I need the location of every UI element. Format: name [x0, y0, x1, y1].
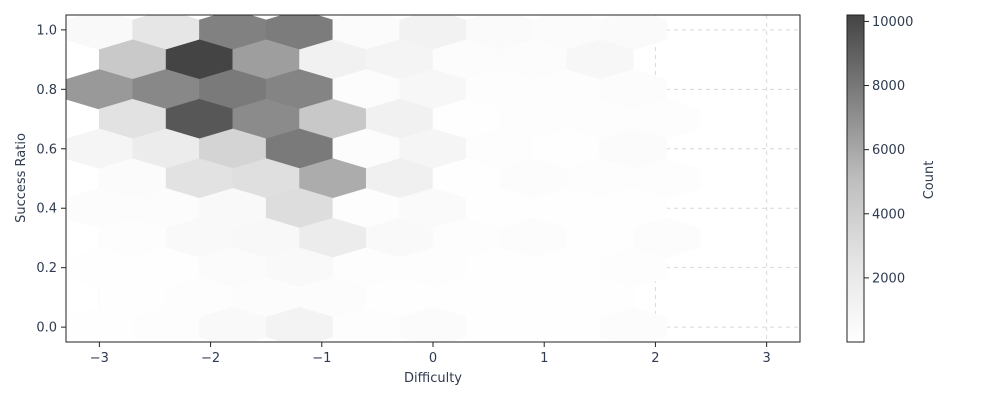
x-tick-label: 2	[651, 351, 659, 366]
y-tick-label: 0.2	[36, 261, 57, 276]
colorbar-tick-label: 4000	[872, 207, 905, 222]
x-tick-label: 3	[762, 351, 770, 366]
x-tick-label: 1	[540, 351, 548, 366]
colorbar-tick-label: 2000	[872, 271, 905, 286]
x-tick-label: 0	[429, 351, 437, 366]
y-tick-label: 0.0	[36, 321, 57, 336]
hexbin-cell	[599, 307, 667, 342]
x-tick-label: −1	[312, 351, 331, 366]
colorbar	[846, 14, 865, 343]
colorbar-tick-label: 6000	[872, 143, 905, 158]
y-tick-label: 0.4	[36, 202, 57, 217]
y-axis-ticks: 0.0 0.2 0.4 0.6 0.8 1.0	[36, 23, 66, 336]
colorbar-tick-label: 10000	[872, 15, 913, 30]
x-axis-label: Difficulty	[404, 371, 462, 386]
y-tick-label: 1.0	[36, 23, 57, 38]
hexbin-cells	[66, 15, 701, 342]
y-tick-label: 0.6	[36, 142, 57, 157]
colorbar-tick-label: 8000	[872, 79, 905, 94]
x-tick-label: −2	[201, 351, 220, 366]
x-axis-ticks: −3 −2 −1 0 1 2 3	[90, 342, 771, 366]
colorbar-label: Count	[922, 161, 937, 200]
y-axis-label: Success Ratio	[14, 133, 29, 223]
y-tick-label: 0.8	[36, 83, 57, 98]
x-tick-label: −3	[90, 351, 109, 366]
colorbar-ticks: 2000 4000 6000 8000 10000	[864, 15, 913, 286]
